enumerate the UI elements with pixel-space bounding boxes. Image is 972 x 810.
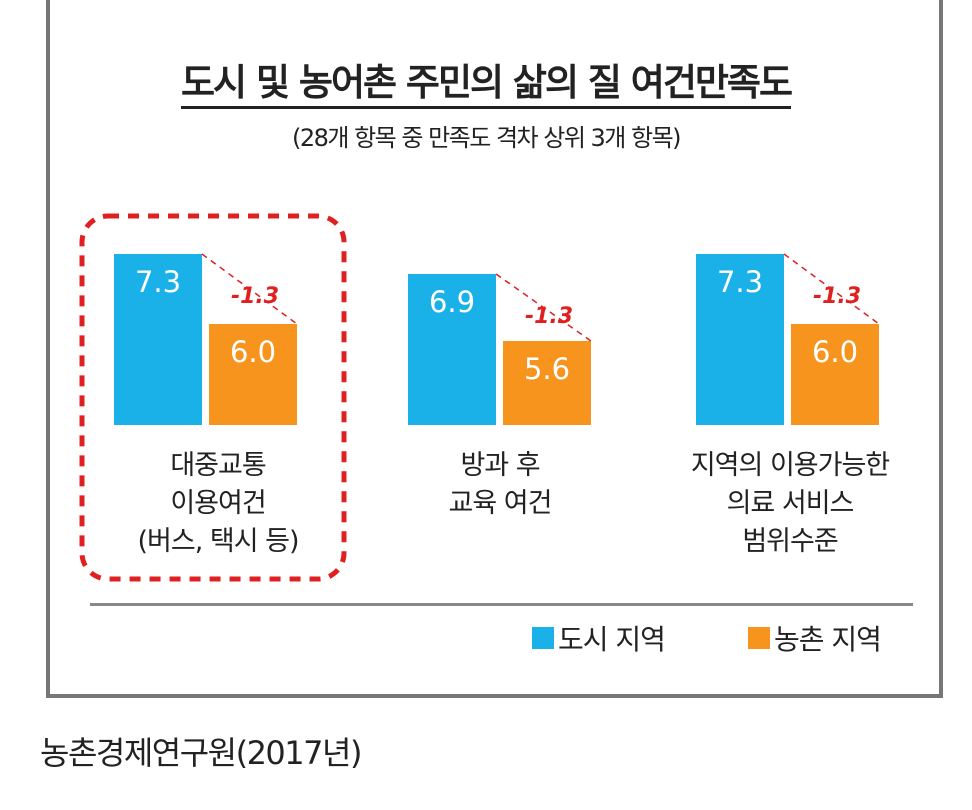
category-label-line: (버스, 택시 등) <box>137 526 299 557</box>
value-label-city-1: 6.9 <box>429 285 475 319</box>
gap-label-2: -1.3 <box>813 284 861 309</box>
bar-city-2 <box>696 254 784 425</box>
chart-title: 도시 및 농어촌 주민의 삶의 질 여건만족도 <box>0 52 972 109</box>
category-label-line: 범위수준 <box>742 526 838 557</box>
category-label-line: 지역의 이용가능한 <box>690 450 890 481</box>
category-label-line: 교육 여건 <box>448 488 553 519</box>
bar-rural-0 <box>209 324 297 425</box>
value-label-rural-1: 5.6 <box>524 352 570 386</box>
category-label-line: 대중교통 <box>170 450 266 481</box>
value-label-city-0: 7.3 <box>135 265 181 299</box>
value-label-rural-2: 6.0 <box>812 335 858 369</box>
legend-item-city: 도시 지역 <box>532 618 666 658</box>
divider <box>90 603 913 606</box>
legend-label-city: 도시 지역 <box>558 623 666 656</box>
gap-label-0: -1.3 <box>231 284 279 309</box>
bar-rural-2 <box>791 324 879 425</box>
source-text: 농촌경제연구원(2017년) <box>40 734 362 772</box>
value-label-rural-0: 6.0 <box>230 335 276 369</box>
legend-swatch-rural <box>748 627 770 649</box>
chart-subtitle: (28개 항목 중 만족도 격차 상위 3개 항목) <box>291 124 682 152</box>
category-label-line: 방과 후 <box>460 450 540 481</box>
gap-line-2 <box>783 253 880 325</box>
legend-swatch-city <box>532 627 554 649</box>
bar-rural-1 <box>503 341 591 425</box>
gap-line-0 <box>201 253 298 325</box>
chart-frame <box>46 0 943 698</box>
gap-label-1: -1.3 <box>525 304 573 329</box>
legend-label-rural: 농촌 지역 <box>774 623 882 656</box>
category-label-line: 의료 서비스 <box>726 488 855 519</box>
bar-city-0 <box>114 254 202 425</box>
value-label-city-2: 7.3 <box>717 265 763 299</box>
highlight-box <box>79 213 347 582</box>
category-label-line: 이용여건 <box>170 488 266 519</box>
legend-item-rural: 농촌 지역 <box>748 618 882 658</box>
bar-city-1 <box>408 274 496 425</box>
gap-line-1 <box>495 273 592 342</box>
